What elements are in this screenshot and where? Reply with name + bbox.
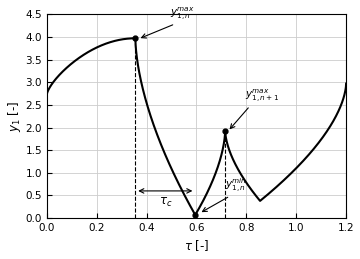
- Text: $y^{min}_{1,n}$: $y^{min}_{1,n}$: [225, 177, 247, 195]
- Text: $y^{max}_{1,n+1}$: $y^{max}_{1,n+1}$: [245, 88, 279, 104]
- Y-axis label: $y_1$ [-]: $y_1$ [-]: [5, 101, 23, 132]
- Text: $y^{max}_{1,n}$: $y^{max}_{1,n}$: [170, 6, 195, 23]
- Text: $\tau_c$: $\tau_c$: [158, 196, 172, 208]
- X-axis label: $\tau$ [-]: $\tau$ [-]: [184, 239, 209, 254]
